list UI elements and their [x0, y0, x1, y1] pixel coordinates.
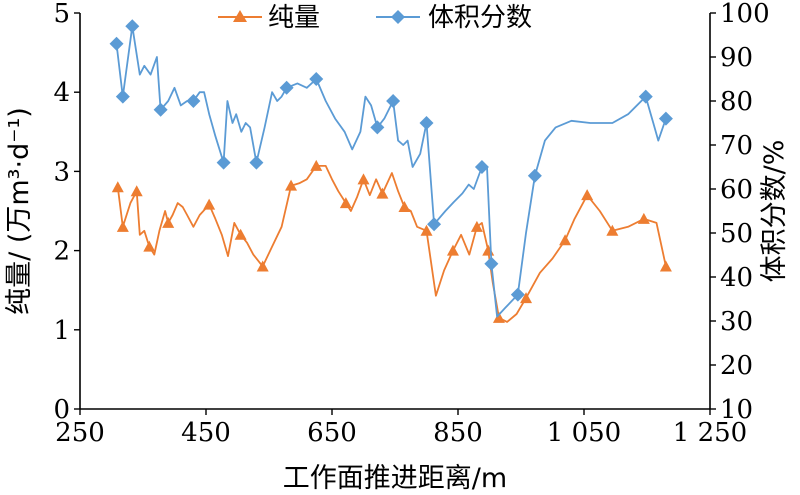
data-point-series-1: [510, 287, 525, 302]
legend-label-series-1: 体积分数: [428, 3, 532, 33]
series-line-1: [115, 25, 667, 318]
data-point-series-1: [484, 256, 499, 271]
data-point-series-0: [482, 244, 495, 256]
y-right-tick-label: 100: [720, 0, 770, 29]
data-point-series-0: [520, 292, 533, 304]
data-point-series-0: [659, 260, 672, 272]
data-point-series-1: [370, 120, 385, 135]
data-point-series-0: [606, 224, 619, 236]
data-point-series-1: [109, 36, 124, 51]
y-axis-left-title: 纯量/ (万m³·d⁻¹): [4, 107, 35, 315]
data-point-series-0: [446, 244, 459, 256]
series-layer: [109, 19, 673, 323]
data-point-series-1: [527, 168, 542, 183]
data-point-series-0: [581, 189, 594, 201]
y-axis-right-ticks: 10 20 30 40 50 60 70 80 90 100: [710, 0, 770, 425]
data-point-series-1: [427, 217, 442, 232]
x-tick-label: 850: [433, 418, 483, 448]
data-point-series-0: [234, 228, 247, 240]
data-point-series-1: [474, 160, 489, 174]
y-left-tick-label: 2: [53, 237, 70, 267]
y-left-tick-label: 4: [53, 78, 70, 108]
y-right-tick-label: 70: [720, 131, 753, 161]
legend-marker-triangle-icon: [233, 10, 247, 22]
y-left-tick-label: 0: [53, 395, 70, 425]
data-point-series-1: [153, 102, 168, 117]
series-line-0: [116, 165, 667, 323]
data-point-series-1: [309, 72, 324, 86]
y-axis-left-ticks: 0 1 2 3 4 5: [53, 0, 80, 425]
x-tick-label: 250: [55, 418, 105, 448]
y-axis-right-title: 体积分数/%: [759, 140, 790, 283]
y-right-tick-label: 30: [720, 307, 753, 337]
data-point-series-0: [116, 220, 129, 232]
x-tick-label: 1 250: [673, 418, 747, 448]
data-point-series-0: [111, 181, 124, 193]
data-point-series-0: [470, 220, 483, 232]
legend-item-series-1: 体积分数: [376, 3, 532, 33]
y-right-tick-label: 10: [720, 395, 753, 425]
x-tick-label: 450: [181, 418, 231, 448]
x-tick-label: 1 050: [547, 418, 621, 448]
data-point-series-0: [143, 240, 156, 252]
y-right-tick-label: 40: [720, 263, 753, 293]
data-point-series-1: [186, 94, 201, 108]
data-point-series-1: [638, 89, 653, 104]
data-point-series-0: [559, 234, 572, 246]
data-point-series-0: [492, 311, 505, 323]
data-point-series-0: [162, 216, 175, 228]
data-point-series-0: [398, 201, 411, 213]
x-axis-ticks: 250 450 650 850 1 050 1 250: [55, 409, 747, 448]
data-point-series-1: [658, 111, 673, 126]
y-right-tick-label: 20: [720, 351, 753, 381]
data-point-series-1: [419, 116, 434, 130]
data-point-series-0: [285, 179, 298, 191]
data-point-series-0: [637, 212, 650, 224]
data-point-series-1: [125, 19, 140, 34]
legend-marker-diamond-icon: [391, 10, 405, 24]
y-left-tick-label: 1: [53, 316, 70, 346]
data-point-series-1: [249, 155, 264, 170]
y-right-tick-label: 80: [720, 87, 753, 117]
y-right-tick-label: 90: [720, 43, 753, 73]
data-point-series-1: [115, 89, 130, 104]
y-left-tick-label: 5: [53, 0, 70, 29]
y-right-tick-label: 60: [720, 175, 753, 205]
data-point-series-0: [376, 187, 389, 199]
legend: 纯量 体积分数: [218, 3, 532, 33]
data-point-series-0: [420, 224, 433, 236]
data-point-series-0: [130, 185, 143, 197]
plot-frame: [79, 13, 711, 410]
legend-item-series-0: 纯量: [218, 3, 320, 33]
data-point-series-1: [216, 155, 231, 170]
x-axis-title: 工作面推进距离/m: [283, 463, 507, 494]
data-point-series-1: [279, 80, 294, 95]
data-point-series-1: [386, 94, 401, 108]
y-right-tick-label: 50: [720, 219, 753, 249]
data-point-series-0: [203, 198, 216, 210]
data-point-series-0: [310, 159, 323, 171]
data-point-series-0: [357, 173, 370, 185]
legend-label-series-0: 纯量: [268, 3, 320, 33]
data-point-series-0: [256, 260, 269, 272]
x-tick-label: 650: [307, 418, 357, 448]
y-left-tick-label: 3: [53, 157, 70, 187]
data-point-series-0: [339, 197, 352, 209]
